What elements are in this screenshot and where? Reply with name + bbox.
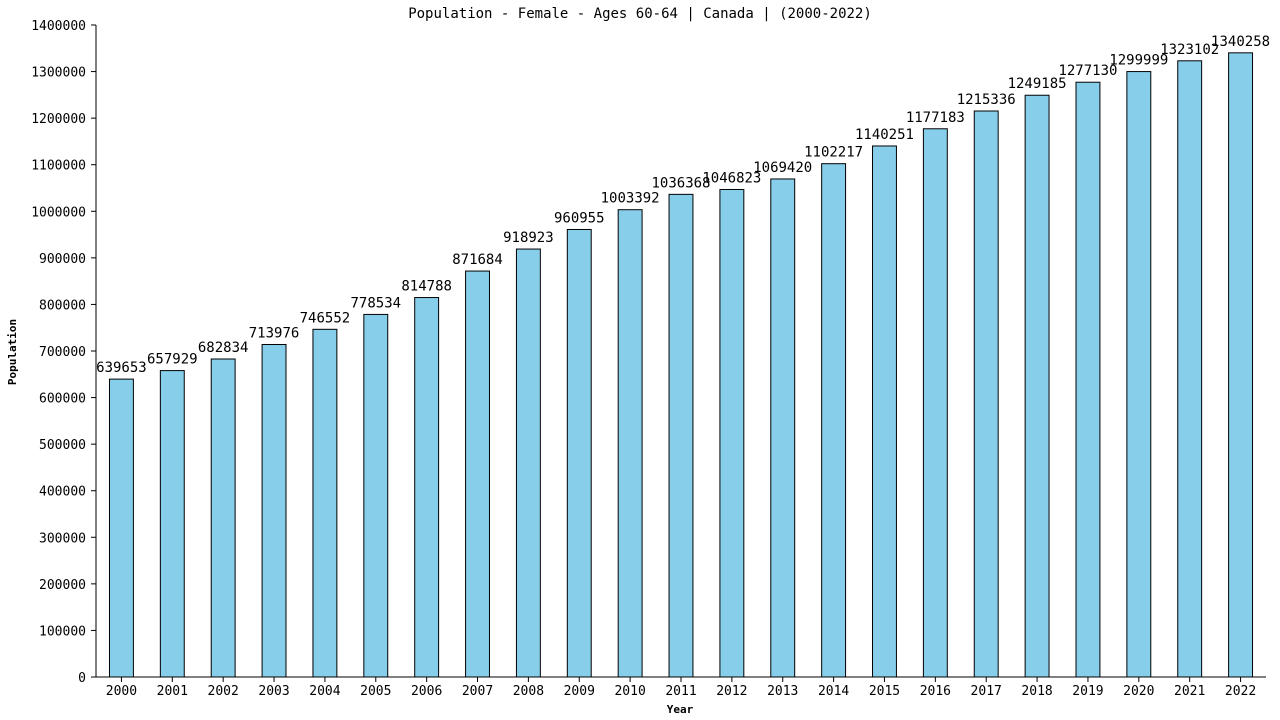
data-label-2015: 1140251: [855, 127, 914, 143]
y-tick-label: 1000000: [31, 205, 86, 220]
data-label-2009: 960955: [554, 210, 605, 226]
data-label-2000: 639653: [96, 360, 147, 376]
x-tick-label: 2016: [920, 684, 951, 699]
x-tick-label: 2008: [513, 684, 544, 699]
bar-2020: [1126, 71, 1152, 678]
bar-2015: [872, 145, 897, 678]
bar-2002: [210, 358, 236, 678]
x-tick-label: 2022: [1225, 684, 1256, 699]
bar-2005: [363, 313, 389, 678]
x-tick-label: 2000: [106, 684, 137, 699]
bar-2017: [973, 110, 999, 678]
data-label-2004: 746552: [300, 310, 351, 326]
data-label-2010: 1003392: [601, 191, 660, 207]
data-label-2002: 682834: [198, 340, 249, 356]
x-tick-label: 2009: [564, 684, 595, 699]
bar-2001: [159, 370, 185, 678]
bar-2021: [1177, 60, 1203, 678]
y-tick-label: 1400000: [31, 19, 86, 34]
y-tick-label: 200000: [39, 578, 86, 593]
data-label-2014: 1102217: [804, 145, 863, 161]
bar-2008: [515, 248, 541, 678]
x-tick-label: 2002: [208, 684, 239, 699]
bar-2009: [566, 228, 592, 678]
data-label-2008: 918923: [503, 230, 554, 246]
y-tick-label: 300000: [39, 531, 86, 546]
x-axis-title: Year: [667, 703, 694, 716]
x-axis-ticks: 2000 2001 2002 2003 2004 2005 2006 2007 2008 2009…: [106, 677, 1256, 699]
y-tick-label: 1100000: [31, 159, 86, 174]
x-tick-label: 2014: [818, 684, 849, 699]
bar-2018: [1024, 94, 1050, 678]
data-label-2012: 1046823: [702, 170, 761, 186]
bar-2010: [617, 209, 643, 678]
bar-2019: [1075, 81, 1101, 678]
x-tick-label: 2010: [614, 684, 645, 699]
y-tick-label: 700000: [39, 345, 86, 360]
data-label-2011: 1036368: [651, 175, 710, 191]
bar-2004: [312, 328, 338, 678]
y-tick-label: 0: [78, 671, 86, 686]
bar-2014: [821, 163, 847, 678]
bar-2013: [770, 178, 796, 678]
x-tick-label: 2005: [360, 684, 391, 699]
data-label-2013: 1069420: [753, 160, 812, 176]
x-tick-label: 2001: [157, 684, 188, 699]
data-label-2020: 1299999: [1109, 53, 1168, 69]
data-label-2001: 657929: [147, 352, 198, 368]
y-tick-label: 400000: [39, 485, 86, 500]
data-label-2019: 1277130: [1058, 63, 1117, 79]
y-tick-label: 600000: [39, 392, 86, 407]
x-tick-label: 2015: [869, 684, 900, 699]
y-axis-title: Population: [6, 319, 19, 385]
x-tick-label: 2011: [665, 684, 696, 699]
data-label-2005: 778534: [350, 295, 401, 311]
y-tick-label: 500000: [39, 438, 86, 453]
x-tick-label: 2003: [258, 684, 289, 699]
y-tick-label: 1300000: [31, 66, 86, 81]
x-tick-label: 2012: [716, 684, 747, 699]
bar-2006: [414, 297, 440, 678]
data-label-2016: 1177183: [906, 110, 965, 126]
x-tick-label: 2004: [309, 684, 340, 699]
data-label-2006: 814788: [401, 279, 452, 295]
x-tick-label: 2017: [971, 684, 1002, 699]
x-tick-label: 2007: [462, 684, 493, 699]
bar-2000: [108, 378, 134, 678]
y-tick-label: 1200000: [31, 112, 86, 127]
y-tick-label: 100000: [39, 624, 86, 639]
bar-2022: [1228, 52, 1254, 678]
x-tick-label: 2020: [1123, 684, 1154, 699]
x-tick-label: 2006: [411, 684, 442, 699]
x-tick-label: 2019: [1072, 684, 1103, 699]
x-tick-label: 2018: [1021, 684, 1052, 699]
data-label-2017: 1215336: [957, 92, 1016, 108]
bar-2003: [261, 343, 287, 678]
bar-2016: [922, 128, 948, 678]
x-tick-label: 2013: [767, 684, 798, 699]
y-tick-label: 900000: [39, 252, 86, 267]
data-labels: 6396536579296828347139767465527785348147…: [96, 34, 1270, 376]
bars: [108, 52, 1254, 678]
bar-2012: [719, 188, 745, 678]
data-label-2021: 1323102: [1160, 42, 1219, 58]
chart-title: Population - Female - Ages 60-64 | Canad…: [408, 6, 872, 22]
data-label-2003: 713976: [249, 325, 300, 341]
bar-2011: [668, 193, 694, 678]
bar-2007: [465, 270, 490, 678]
data-label-2018: 1249185: [1008, 76, 1067, 92]
data-label-2022: 1340258: [1211, 34, 1270, 50]
x-tick-label: 2021: [1174, 684, 1205, 699]
y-tick-label: 800000: [39, 298, 86, 313]
y-axis-ticks: 0 100000 200000 300000 400000 500000 600000 700…: [31, 19, 96, 686]
data-label-2007: 871684: [452, 252, 503, 268]
